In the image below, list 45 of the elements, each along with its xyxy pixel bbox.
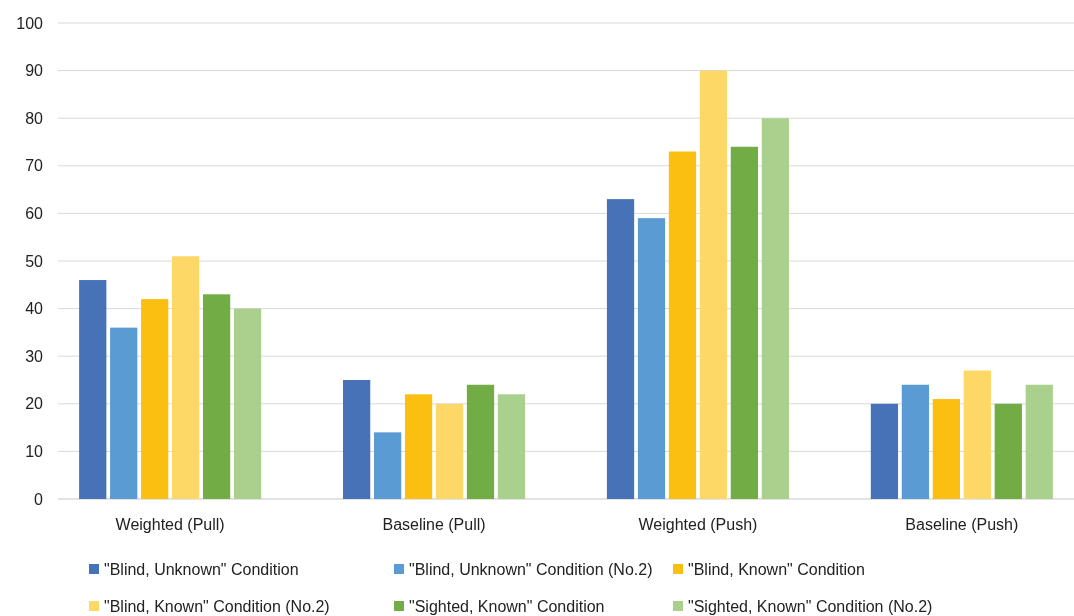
x-tick-label: Baseline (Push) bbox=[905, 516, 1019, 533]
bar bbox=[172, 256, 200, 499]
bar bbox=[466, 384, 495, 499]
x-tick-label: Weighted (Push) bbox=[638, 516, 758, 533]
y-tick-label: 40 bbox=[25, 300, 44, 318]
bar bbox=[668, 151, 697, 499]
legend-label: "Blind, Unknown" Condition bbox=[104, 560, 299, 578]
bar bbox=[932, 399, 960, 499]
bar bbox=[901, 384, 930, 499]
bar bbox=[870, 403, 899, 499]
bar bbox=[110, 327, 138, 499]
bar bbox=[343, 380, 371, 499]
bar bbox=[637, 218, 666, 499]
legend-label: "Blind, Known" Condition bbox=[688, 560, 865, 578]
legend-label: "Sighted, Known" Condition bbox=[409, 597, 605, 615]
y-tick-label: 90 bbox=[25, 62, 44, 80]
bar bbox=[606, 199, 635, 499]
bar bbox=[79, 280, 107, 499]
bar bbox=[404, 394, 433, 499]
bar bbox=[373, 432, 402, 499]
y-tick-label: 10 bbox=[25, 443, 44, 460]
legend-label: "Sighted, Known" Condition (No.2) bbox=[688, 597, 933, 615]
bar bbox=[202, 294, 231, 499]
x-tick-label: Baseline (Pull) bbox=[382, 516, 486, 533]
y-tick-label: 70 bbox=[25, 157, 44, 175]
bar bbox=[963, 370, 991, 499]
y-tick-label: 20 bbox=[25, 395, 44, 413]
x-tick-label: Weighted (Pull) bbox=[115, 516, 225, 533]
y-tick-label: 80 bbox=[25, 109, 44, 127]
bar bbox=[497, 394, 526, 499]
y-tick-label: 30 bbox=[25, 347, 44, 365]
bar bbox=[141, 299, 169, 499]
y-tick-label: 100 bbox=[16, 14, 44, 32]
legend-label: "Blind, Unknown" Condition (No.2) bbox=[409, 560, 653, 578]
y-tick-label: 50 bbox=[25, 252, 44, 270]
bar bbox=[730, 146, 759, 499]
bar bbox=[699, 70, 728, 499]
y-tick-label: 60 bbox=[25, 205, 44, 222]
bar bbox=[435, 403, 464, 499]
bar bbox=[1025, 384, 1053, 499]
bar bbox=[233, 308, 262, 499]
legend-label: "Blind, Known" Condition (No.2) bbox=[104, 597, 330, 615]
bar bbox=[994, 403, 1022, 499]
bar bbox=[761, 118, 789, 499]
y-tick-label: 0 bbox=[34, 490, 44, 508]
